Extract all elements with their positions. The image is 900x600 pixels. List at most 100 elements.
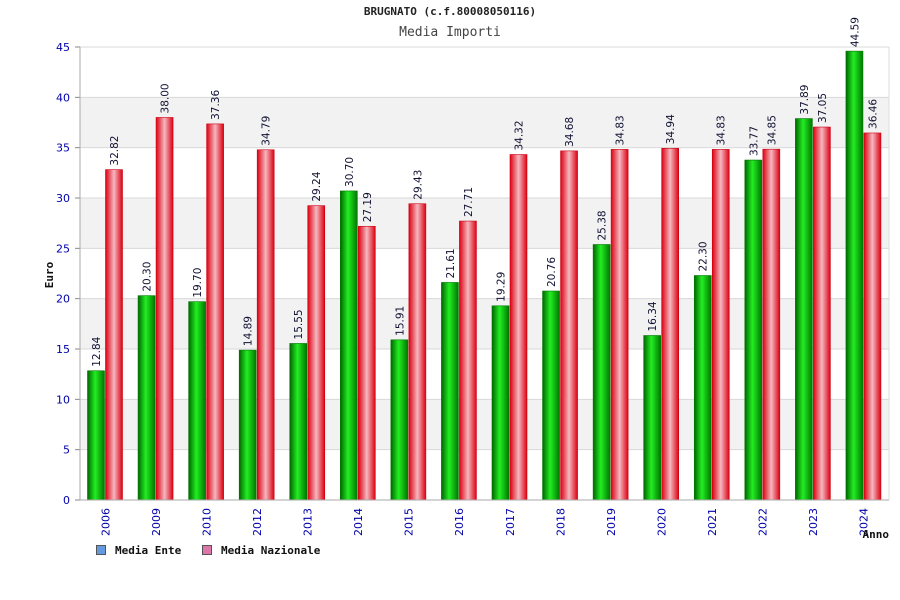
x-tick-label: 2019	[605, 508, 618, 536]
data-label: 34.94	[665, 114, 677, 144]
legend-item-media-ente: Media Ente	[96, 543, 181, 557]
legend-swatch-media-ente	[96, 545, 106, 555]
bar-media-ente	[340, 190, 358, 501]
data-label: 12.84	[91, 336, 103, 366]
bar-media-nazionale	[762, 148, 781, 501]
y-axis-label: Euro	[43, 261, 56, 288]
legend-label-media-ente: Media Ente	[115, 543, 182, 557]
x-tick-label: 2021	[706, 508, 719, 536]
data-label: 21.61	[445, 248, 457, 278]
data-label: 14.89	[243, 316, 255, 346]
chart-title: BRUGNATO (c.f.80008050116)	[363, 5, 537, 18]
data-label: 34.85	[766, 115, 778, 145]
bar-media-ente	[592, 244, 611, 501]
x-tick-label: 2009	[150, 508, 163, 536]
bar-media-ente	[542, 290, 560, 501]
data-label: 20.30	[142, 262, 154, 292]
y-tick-label: 20	[56, 293, 70, 306]
bar-media-nazionale	[711, 149, 730, 501]
bar-media-ente	[188, 301, 206, 501]
x-tick-label: 2006	[99, 508, 112, 536]
data-label: 38.00	[160, 83, 172, 113]
x-tick-label: 2023	[807, 508, 820, 536]
bar-media-nazionale	[560, 150, 578, 501]
x-axis-label: Anno	[863, 528, 890, 541]
legend-label-media-nazionale: Media Nazionale	[221, 543, 321, 557]
data-label: 37.05	[817, 93, 829, 123]
data-label: 15.55	[293, 309, 305, 339]
data-label: 16.34	[647, 301, 659, 331]
y-tick-label: 30	[56, 192, 70, 205]
bar-media-nazionale	[813, 126, 831, 501]
bar-media-ente	[137, 295, 156, 501]
chart-subtitle: Media Importi	[399, 25, 501, 40]
bars	[87, 50, 882, 501]
data-label: 22.30	[698, 241, 710, 271]
data-label: 37.36	[210, 90, 222, 120]
bar-media-nazionale	[408, 203, 427, 501]
bar-media-nazionale	[661, 147, 679, 501]
bar-media-nazionale	[105, 169, 123, 501]
data-label: 25.38	[597, 210, 609, 240]
bar-media-ente	[390, 339, 409, 501]
bar-media-ente	[87, 370, 105, 501]
x-tick-label: 2012	[251, 508, 264, 536]
y-tick-label: 25	[56, 242, 70, 255]
data-labels: 12.84 32.82 20.30 38.00 19.70 37.36 14.89 34.79…	[91, 17, 879, 367]
bar-media-ente	[289, 343, 308, 501]
legend-item-media-nazionale: Media Nazionale	[202, 543, 320, 557]
bar-media-ente	[744, 159, 763, 501]
bar-media-nazionale	[459, 220, 477, 501]
data-label: 19.70	[192, 268, 204, 298]
data-label: 32.82	[109, 136, 121, 166]
bar-media-ente	[795, 118, 813, 501]
y-tick-label: 5	[63, 444, 70, 457]
x-tick-label: 2010	[200, 508, 213, 536]
bar-media-nazionale	[307, 205, 326, 501]
y-tick-label: 15	[56, 343, 70, 356]
data-label: 29.24	[311, 171, 323, 201]
data-label: 27.19	[362, 192, 374, 222]
data-label: 19.29	[496, 272, 508, 302]
data-label: 34.83	[716, 115, 728, 145]
data-label: 36.46	[867, 99, 879, 129]
data-label: 34.79	[261, 116, 273, 146]
data-label: 15.91	[394, 306, 406, 336]
bar-media-ente	[693, 275, 712, 501]
x-tick-label: 2013	[302, 508, 315, 536]
data-label: 30.70	[344, 157, 356, 187]
x-tick-label: 2024	[858, 508, 871, 536]
data-label: 34.68	[564, 117, 576, 147]
data-label: 44.59	[849, 17, 861, 47]
bar-media-ente	[845, 50, 864, 501]
x-tick-label: 2014	[352, 508, 365, 536]
x-tick-label: 2016	[453, 508, 466, 536]
bar-media-nazionale	[863, 132, 882, 501]
data-label: 37.89	[799, 85, 811, 115]
y-tick-label: 10	[56, 393, 70, 406]
x-tick-label: 2015	[403, 508, 416, 536]
data-label: 29.43	[412, 170, 424, 200]
data-label: 27.71	[463, 187, 475, 217]
y-tick-label: 45	[56, 41, 70, 54]
x-tick-label: 2017	[504, 508, 517, 536]
y-tick-label: 40	[56, 91, 70, 104]
data-label: 34.32	[514, 120, 526, 150]
bar-media-ente	[643, 335, 661, 501]
bar-media-nazionale	[256, 149, 275, 501]
bar-media-ente	[491, 305, 510, 501]
y-tick-labels: 0 5 10 15 20 25 30 35 40 45	[56, 41, 70, 507]
bar-media-nazionale	[206, 123, 224, 501]
x-tick-label: 2022	[757, 508, 770, 536]
bar-media-nazionale	[610, 149, 629, 501]
x-tick-label: 2018	[554, 508, 567, 536]
legend-swatch-media-nazionale	[202, 545, 212, 555]
y-tick-label: 35	[56, 142, 70, 155]
bar-media-nazionale	[155, 117, 174, 501]
bar-media-nazionale	[358, 225, 376, 501]
x-tick-label: 2020	[655, 508, 668, 536]
data-label: 34.83	[615, 115, 627, 145]
bar-media-nazionale	[509, 154, 528, 501]
bar-media-ente	[441, 282, 459, 501]
